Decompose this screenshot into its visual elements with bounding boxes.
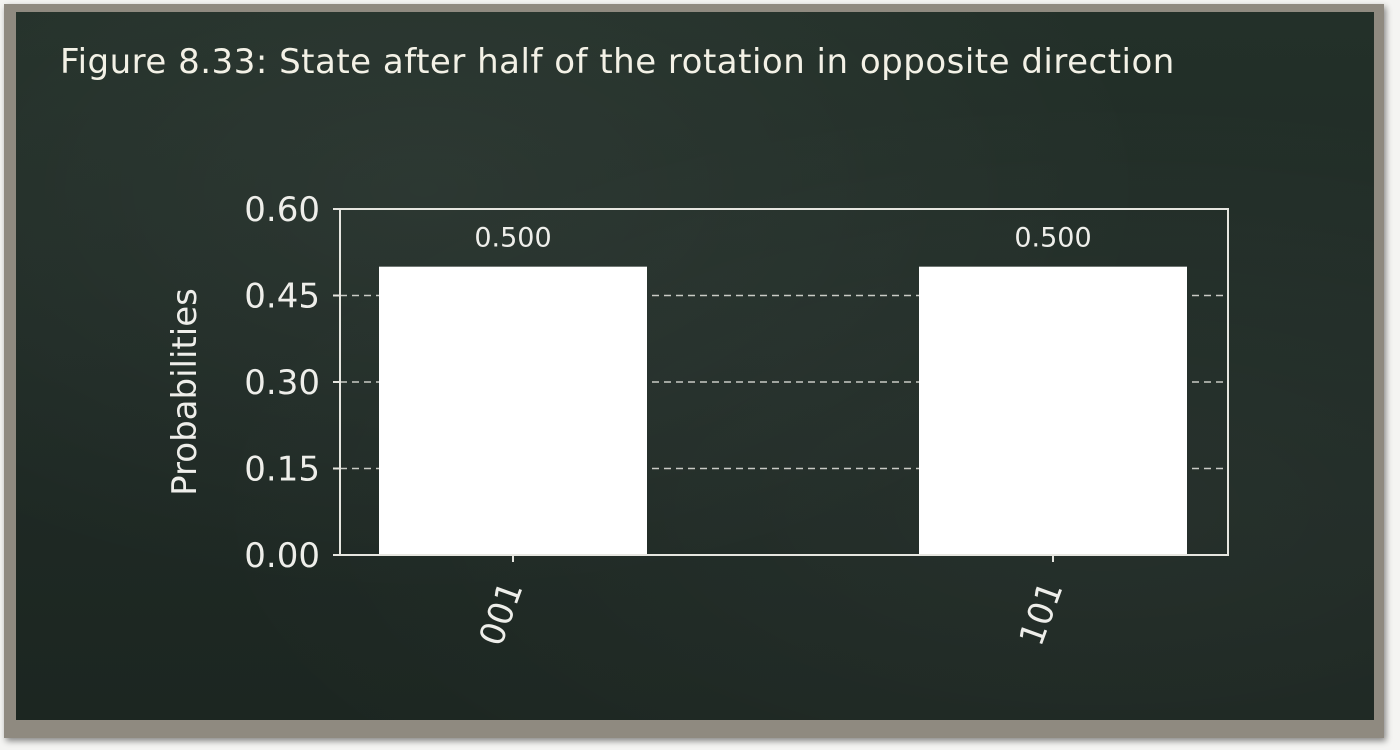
bar-001 xyxy=(379,266,647,555)
x-tick-label: 101 xyxy=(1012,576,1072,651)
y-tick-label: 0.15 xyxy=(244,450,320,490)
y-tick-label: 0.45 xyxy=(244,277,320,317)
bar-101 xyxy=(919,266,1187,555)
y-axis-label: Probabilities xyxy=(165,288,205,496)
value-labels: 0.500 0.500 xyxy=(474,223,1091,254)
y-axis-ticks: 0.00 0.15 0.30 0.45 0.60 xyxy=(244,190,340,576)
bar-value-label: 0.500 xyxy=(474,223,551,254)
bar-value-label: 0.500 xyxy=(1014,223,1091,254)
bars xyxy=(379,266,1187,555)
y-tick-label: 0.60 xyxy=(244,190,320,230)
y-tick-label: 0.00 xyxy=(244,536,320,576)
figure-caption: Figure 8.33: State after half of the rot… xyxy=(60,42,1175,82)
y-tick-label: 0.30 xyxy=(244,363,320,403)
x-tick-label: 001 xyxy=(472,576,532,651)
x-axis-ticks: 001 101 xyxy=(472,555,1072,651)
